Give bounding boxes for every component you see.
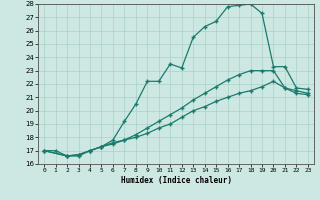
X-axis label: Humidex (Indice chaleur): Humidex (Indice chaleur) bbox=[121, 176, 231, 185]
